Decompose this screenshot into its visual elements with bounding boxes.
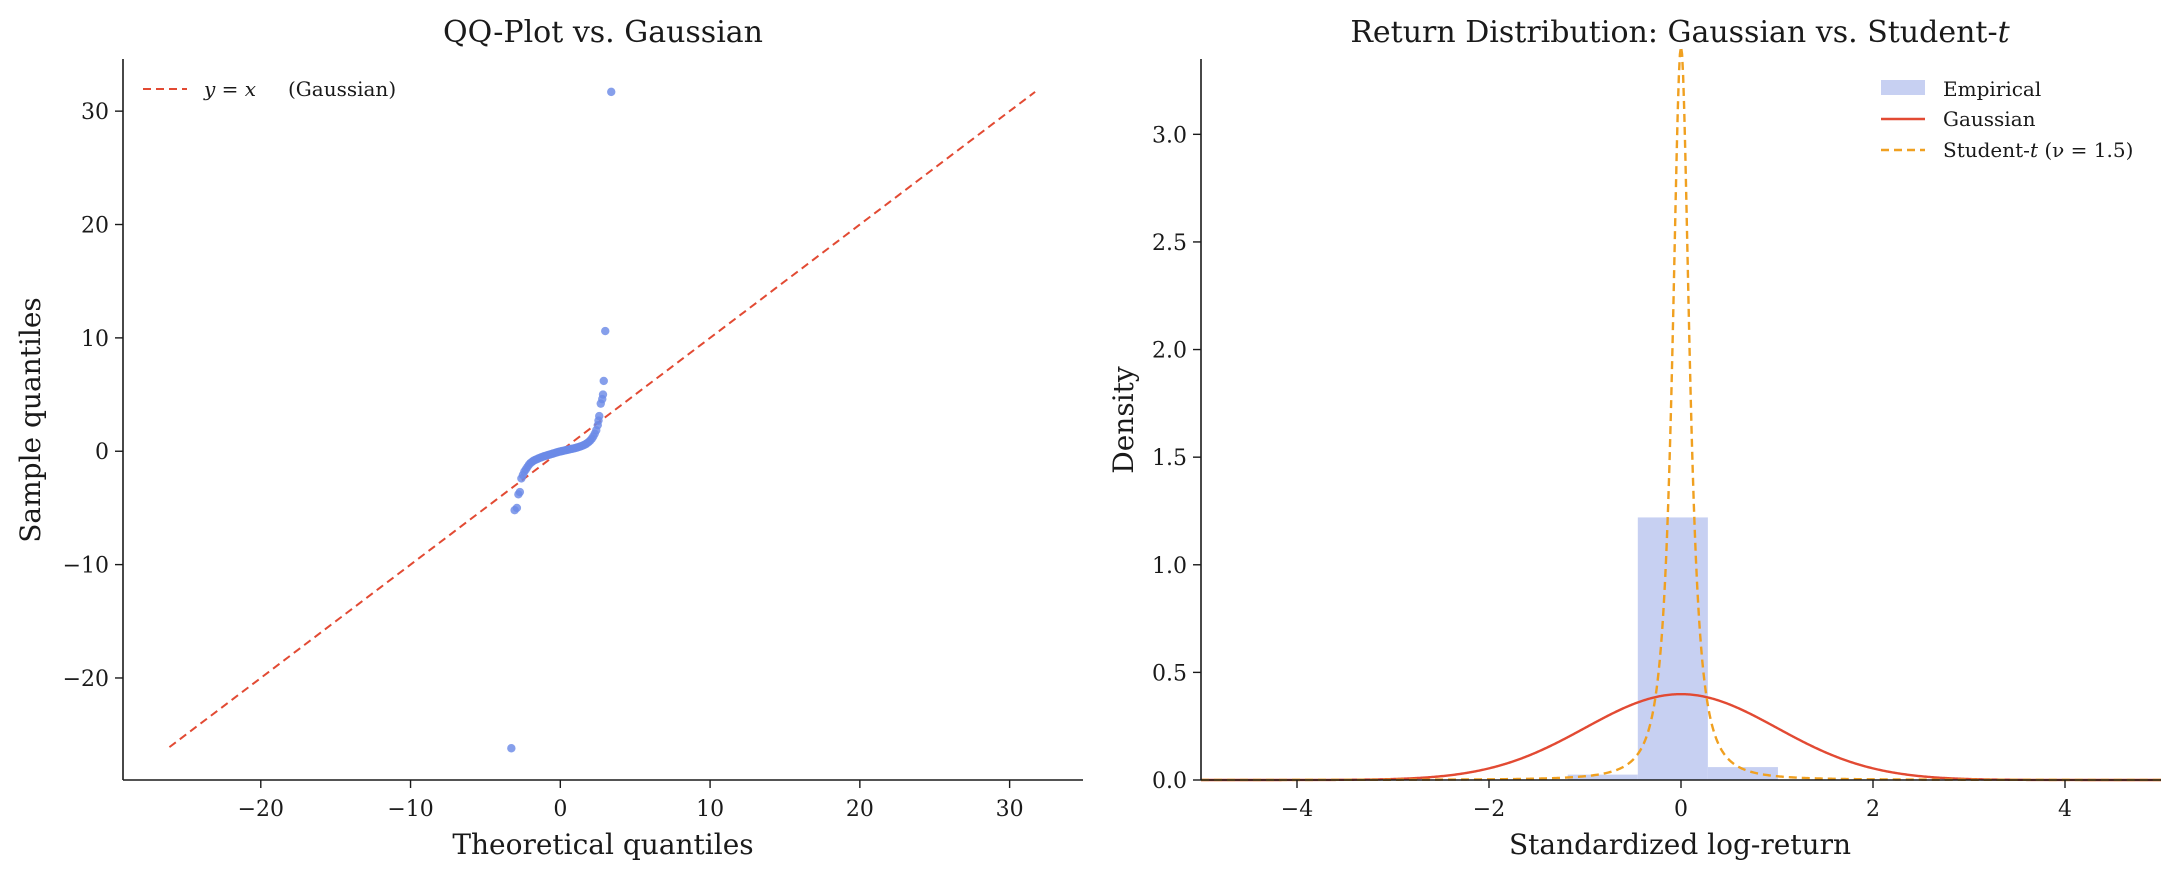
distribution-x-tick-label: 4 bbox=[2058, 797, 2072, 822]
qq-point bbox=[595, 411, 604, 421]
distribution-y-ticks: 0.0 0.5 1.0 1.5 2.0 2.5 3.0 bbox=[1152, 123, 1201, 794]
distribution-legend: Empirical Gaussian Student-t (ν = 1.5) bbox=[1881, 77, 2133, 162]
legend-label-empirical: Empirical bbox=[1943, 77, 2041, 101]
qq-x-tick-label: 10 bbox=[696, 797, 724, 822]
distribution-y-tick-label: 3.0 bbox=[1152, 123, 1187, 148]
qq-y-tick-label: −10 bbox=[63, 554, 109, 579]
legend-student-italic: t bbox=[2030, 138, 2039, 162]
qq-legend-equation: y = x bbox=[203, 77, 256, 101]
qq-point bbox=[607, 87, 616, 97]
qq-x-axis-label: Theoretical quantiles bbox=[452, 828, 753, 861]
qq-y-tick-label: 20 bbox=[81, 214, 109, 239]
qq-point bbox=[601, 326, 610, 336]
histogram-bar bbox=[1567, 774, 1638, 780]
distribution-x-tick-label: −4 bbox=[1281, 797, 1313, 822]
distribution-y-tick-label: 2.5 bbox=[1152, 231, 1187, 256]
qq-x-tick-label: 20 bbox=[846, 797, 874, 822]
legend-student-suffix: (ν = 1.5) bbox=[2044, 138, 2133, 162]
qq-point bbox=[515, 487, 525, 497]
qq-y-axis-label: Sample quantiles bbox=[14, 297, 47, 543]
distribution-x-tick-label: 2 bbox=[1866, 797, 1880, 822]
qq-point bbox=[507, 744, 516, 753]
qq-x-tick-label: −10 bbox=[387, 797, 433, 822]
qq-point bbox=[599, 376, 608, 386]
histogram-bar bbox=[1637, 517, 1708, 780]
legend-label-student-t: Student-t (ν = 1.5) bbox=[1943, 138, 2133, 162]
qq-y-tick-label: −20 bbox=[63, 667, 109, 692]
distribution-y-tick-label: 2.0 bbox=[1152, 339, 1187, 364]
qq-y-tick-label: 30 bbox=[81, 100, 109, 125]
histogram-bar bbox=[1707, 767, 1778, 780]
legend-swatch-empirical bbox=[1881, 80, 1925, 95]
qq-x-tick-label: 30 bbox=[996, 797, 1024, 822]
distribution-y-tick-label: 1.5 bbox=[1152, 446, 1187, 471]
qq-reference-line bbox=[168, 91, 1036, 748]
distribution-x-axis-label: Standardized log-return bbox=[1509, 828, 1851, 861]
qq-plot-title: QQ-Plot vs. Gaussian bbox=[443, 15, 763, 50]
distribution-panel: Return Distribution: Gaussian vs. Studen… bbox=[1107, 15, 2161, 861]
qq-x-tick-label: −20 bbox=[238, 797, 284, 822]
qq-reference-line-path bbox=[168, 91, 1036, 748]
qq-x-tick-label: 0 bbox=[553, 797, 567, 822]
qq-point bbox=[512, 503, 522, 513]
distribution-x-ticks: −4 −2 0 2 4 bbox=[1281, 780, 2072, 822]
qq-legend-label: (Gaussian) bbox=[288, 77, 396, 101]
distribution-y-tick-label: 0.0 bbox=[1152, 769, 1187, 794]
histogram-bars bbox=[1567, 517, 1778, 780]
legend-label-gaussian: Gaussian bbox=[1943, 107, 2036, 131]
distribution-y-tick-label: 0.5 bbox=[1152, 661, 1187, 686]
distribution-title: Return Distribution: Gaussian vs. Studen… bbox=[1350, 15, 2010, 50]
distribution-title-italic: t bbox=[1998, 15, 2011, 50]
qq-legend: y = x (Gaussian) bbox=[143, 77, 396, 101]
qq-plot-panel: QQ-Plot vs. Gaussian −20 −10 0 10 20 30 −20 −1… bbox=[14, 15, 1083, 861]
qq-y-tick-label: 10 bbox=[81, 327, 109, 352]
distribution-title-main: Return Distribution: Gaussian vs. Studen… bbox=[1350, 15, 1997, 50]
legend-student-prefix: Student- bbox=[1943, 138, 2030, 162]
distribution-x-tick-label: 0 bbox=[1674, 797, 1688, 822]
qq-y-ticks: −20 −10 0 10 20 30 bbox=[63, 100, 123, 692]
distribution-x-tick-label: −2 bbox=[1473, 797, 1505, 822]
distribution-y-tick-label: 1.0 bbox=[1152, 554, 1187, 579]
qq-y-tick-label: 0 bbox=[95, 440, 109, 465]
distribution-y-axis-label: Density bbox=[1107, 366, 1140, 474]
qq-points bbox=[507, 87, 616, 753]
qq-x-ticks: −20 −10 0 10 20 30 bbox=[238, 780, 1024, 822]
qq-point bbox=[598, 390, 608, 399]
